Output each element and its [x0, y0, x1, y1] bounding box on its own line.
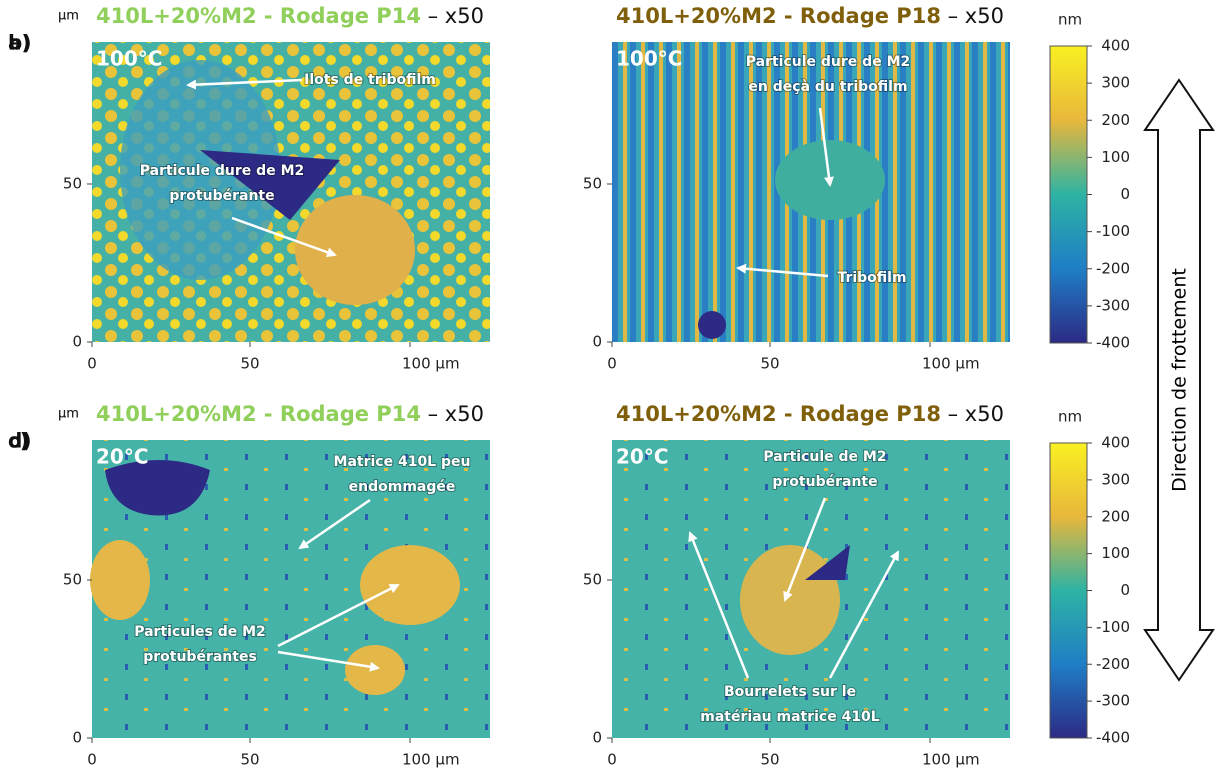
y-tick-label: 0: [72, 333, 82, 351]
y-tick-label: 50: [583, 175, 602, 193]
annotation: Particule de M2: [763, 449, 886, 465]
colorbar-tick-label: 0: [1120, 185, 1130, 203]
colorbar-tick-label: 300: [1101, 470, 1130, 488]
colorbar-tick-label: 400: [1101, 37, 1130, 55]
x-tick-label: 50: [760, 751, 779, 769]
magnification: – x50: [941, 4, 1004, 28]
colorbar-tick-label: -200: [1096, 655, 1130, 673]
annotation: Particule dure de M2: [746, 54, 911, 70]
panel-title: 410L+20%M2 - Rodage P18 – x50: [616, 4, 1004, 28]
colorbar-tick-label: -100: [1096, 222, 1130, 240]
axis-unit: µm: [58, 9, 79, 24]
annotation-arrow: [783, 497, 827, 602]
annotation-arrow: [277, 583, 400, 648]
colorbar-unit: nm: [1058, 408, 1082, 426]
colorbar-tick-label: 400: [1101, 434, 1130, 452]
height-maps: [90, 42, 1010, 738]
annotation: Tribofilm: [837, 270, 906, 286]
colorbar-tick-label: 200: [1101, 111, 1130, 129]
x-tick-label: 0: [607, 355, 617, 373]
title-text: 410L+20%M2 - Rodage P14: [96, 402, 421, 426]
annotation-arrow: [828, 550, 900, 679]
axis-unit: µm: [58, 407, 79, 422]
direction-arrow: [1143, 78, 1215, 682]
temperature: 20°C: [616, 445, 669, 469]
colorbar: [1049, 45, 1088, 344]
colorbar-tick-label: -400: [1096, 729, 1130, 747]
panel-letter: c): [8, 429, 29, 453]
colorbar-tick-label: -300: [1096, 692, 1130, 710]
magnification: – x50: [421, 402, 484, 426]
annotation: en deçà du tribofilm: [748, 79, 907, 95]
x-tick-label: 50: [240, 355, 259, 373]
panel-title: 410L+20%M2 - Rodage P14 – x50: [96, 4, 484, 28]
temperature: 100°C: [96, 47, 162, 71]
colorbar-tick-label: -100: [1096, 618, 1130, 636]
axis-unit: µm: [58, 9, 79, 24]
colorbar-tick-label: 100: [1101, 544, 1130, 562]
annotation: Bourrelets sur le: [724, 684, 856, 700]
panel-letter: b): [8, 31, 31, 55]
annotation: Ilots de tribofilm: [304, 72, 436, 88]
colorbar-tick-label: -200: [1096, 259, 1130, 277]
colorbar-tick-label: -300: [1096, 296, 1130, 314]
colorbar-tick-label: -400: [1096, 334, 1130, 352]
y-tick-label: 0: [592, 729, 602, 747]
x-tick-label: 0: [87, 751, 97, 769]
temperature: 20°C: [96, 445, 149, 469]
annotation-arrow: [277, 650, 380, 672]
temperature: 100°C: [616, 47, 682, 71]
annotation: matériau matrice 410L: [700, 709, 880, 725]
colorbar-tick-label: 100: [1101, 148, 1130, 166]
colorbar: [1049, 442, 1088, 739]
colorbar-tick-label: 0: [1120, 581, 1130, 599]
colorbar-tick-label: 200: [1101, 507, 1130, 525]
annotation: protubérante: [772, 474, 877, 490]
magnification: – x50: [941, 402, 1004, 426]
annotation-arrow: [736, 263, 829, 278]
annotation: Particules de M2: [134, 624, 266, 640]
panel-letter: a): [8, 31, 31, 55]
colorbar-unit: nm: [1058, 11, 1082, 29]
annotation: protubérante: [169, 188, 274, 204]
panel-title: 410L+20%M2 - Rodage P18 – x50: [616, 402, 1004, 426]
panel-title: 410L+20%M2 - Rodage P14 – x50: [96, 402, 484, 426]
title-text: 410L+20%M2 - Rodage P18: [616, 4, 941, 28]
colorbar-tick-label: 300: [1101, 74, 1130, 92]
annotation: Matrice 410L peu: [334, 454, 471, 470]
y-tick-label: 50: [63, 571, 82, 589]
annotation-arrow: [186, 78, 303, 90]
annotation-arrow: [688, 531, 750, 679]
annotation-arrow: [818, 107, 834, 187]
x-tick-label: 50: [760, 355, 779, 373]
title-text: 410L+20%M2 - Rodage P18: [616, 402, 941, 426]
x-tick-label: 100 µm: [922, 355, 980, 373]
annotation: endommagée: [349, 479, 456, 495]
annotation-arrow: [231, 216, 337, 258]
x-tick-label: 100 µm: [922, 751, 980, 769]
x-tick-label: 0: [87, 355, 97, 373]
x-tick-label: 100 µm: [402, 751, 460, 769]
y-tick-label: 50: [583, 571, 602, 589]
y-tick-label: 0: [72, 729, 82, 747]
x-tick-label: 100 µm: [402, 355, 460, 373]
panel-letter: d): [8, 429, 31, 453]
magnification: – x50: [421, 4, 484, 28]
y-tick-label: 50: [63, 175, 82, 193]
y-tick-label: 0: [592, 333, 602, 351]
annotation: protubérantes: [143, 649, 257, 665]
arrow-label: Direction de frottement: [1169, 268, 1191, 492]
x-tick-label: 0: [607, 751, 617, 769]
annotation: Particule dure de M2: [140, 163, 305, 179]
axis-unit: µm: [58, 407, 79, 422]
annotation-arrow: [298, 498, 371, 550]
x-tick-label: 50: [240, 751, 259, 769]
title-text: 410L+20%M2 - Rodage P14: [96, 4, 421, 28]
